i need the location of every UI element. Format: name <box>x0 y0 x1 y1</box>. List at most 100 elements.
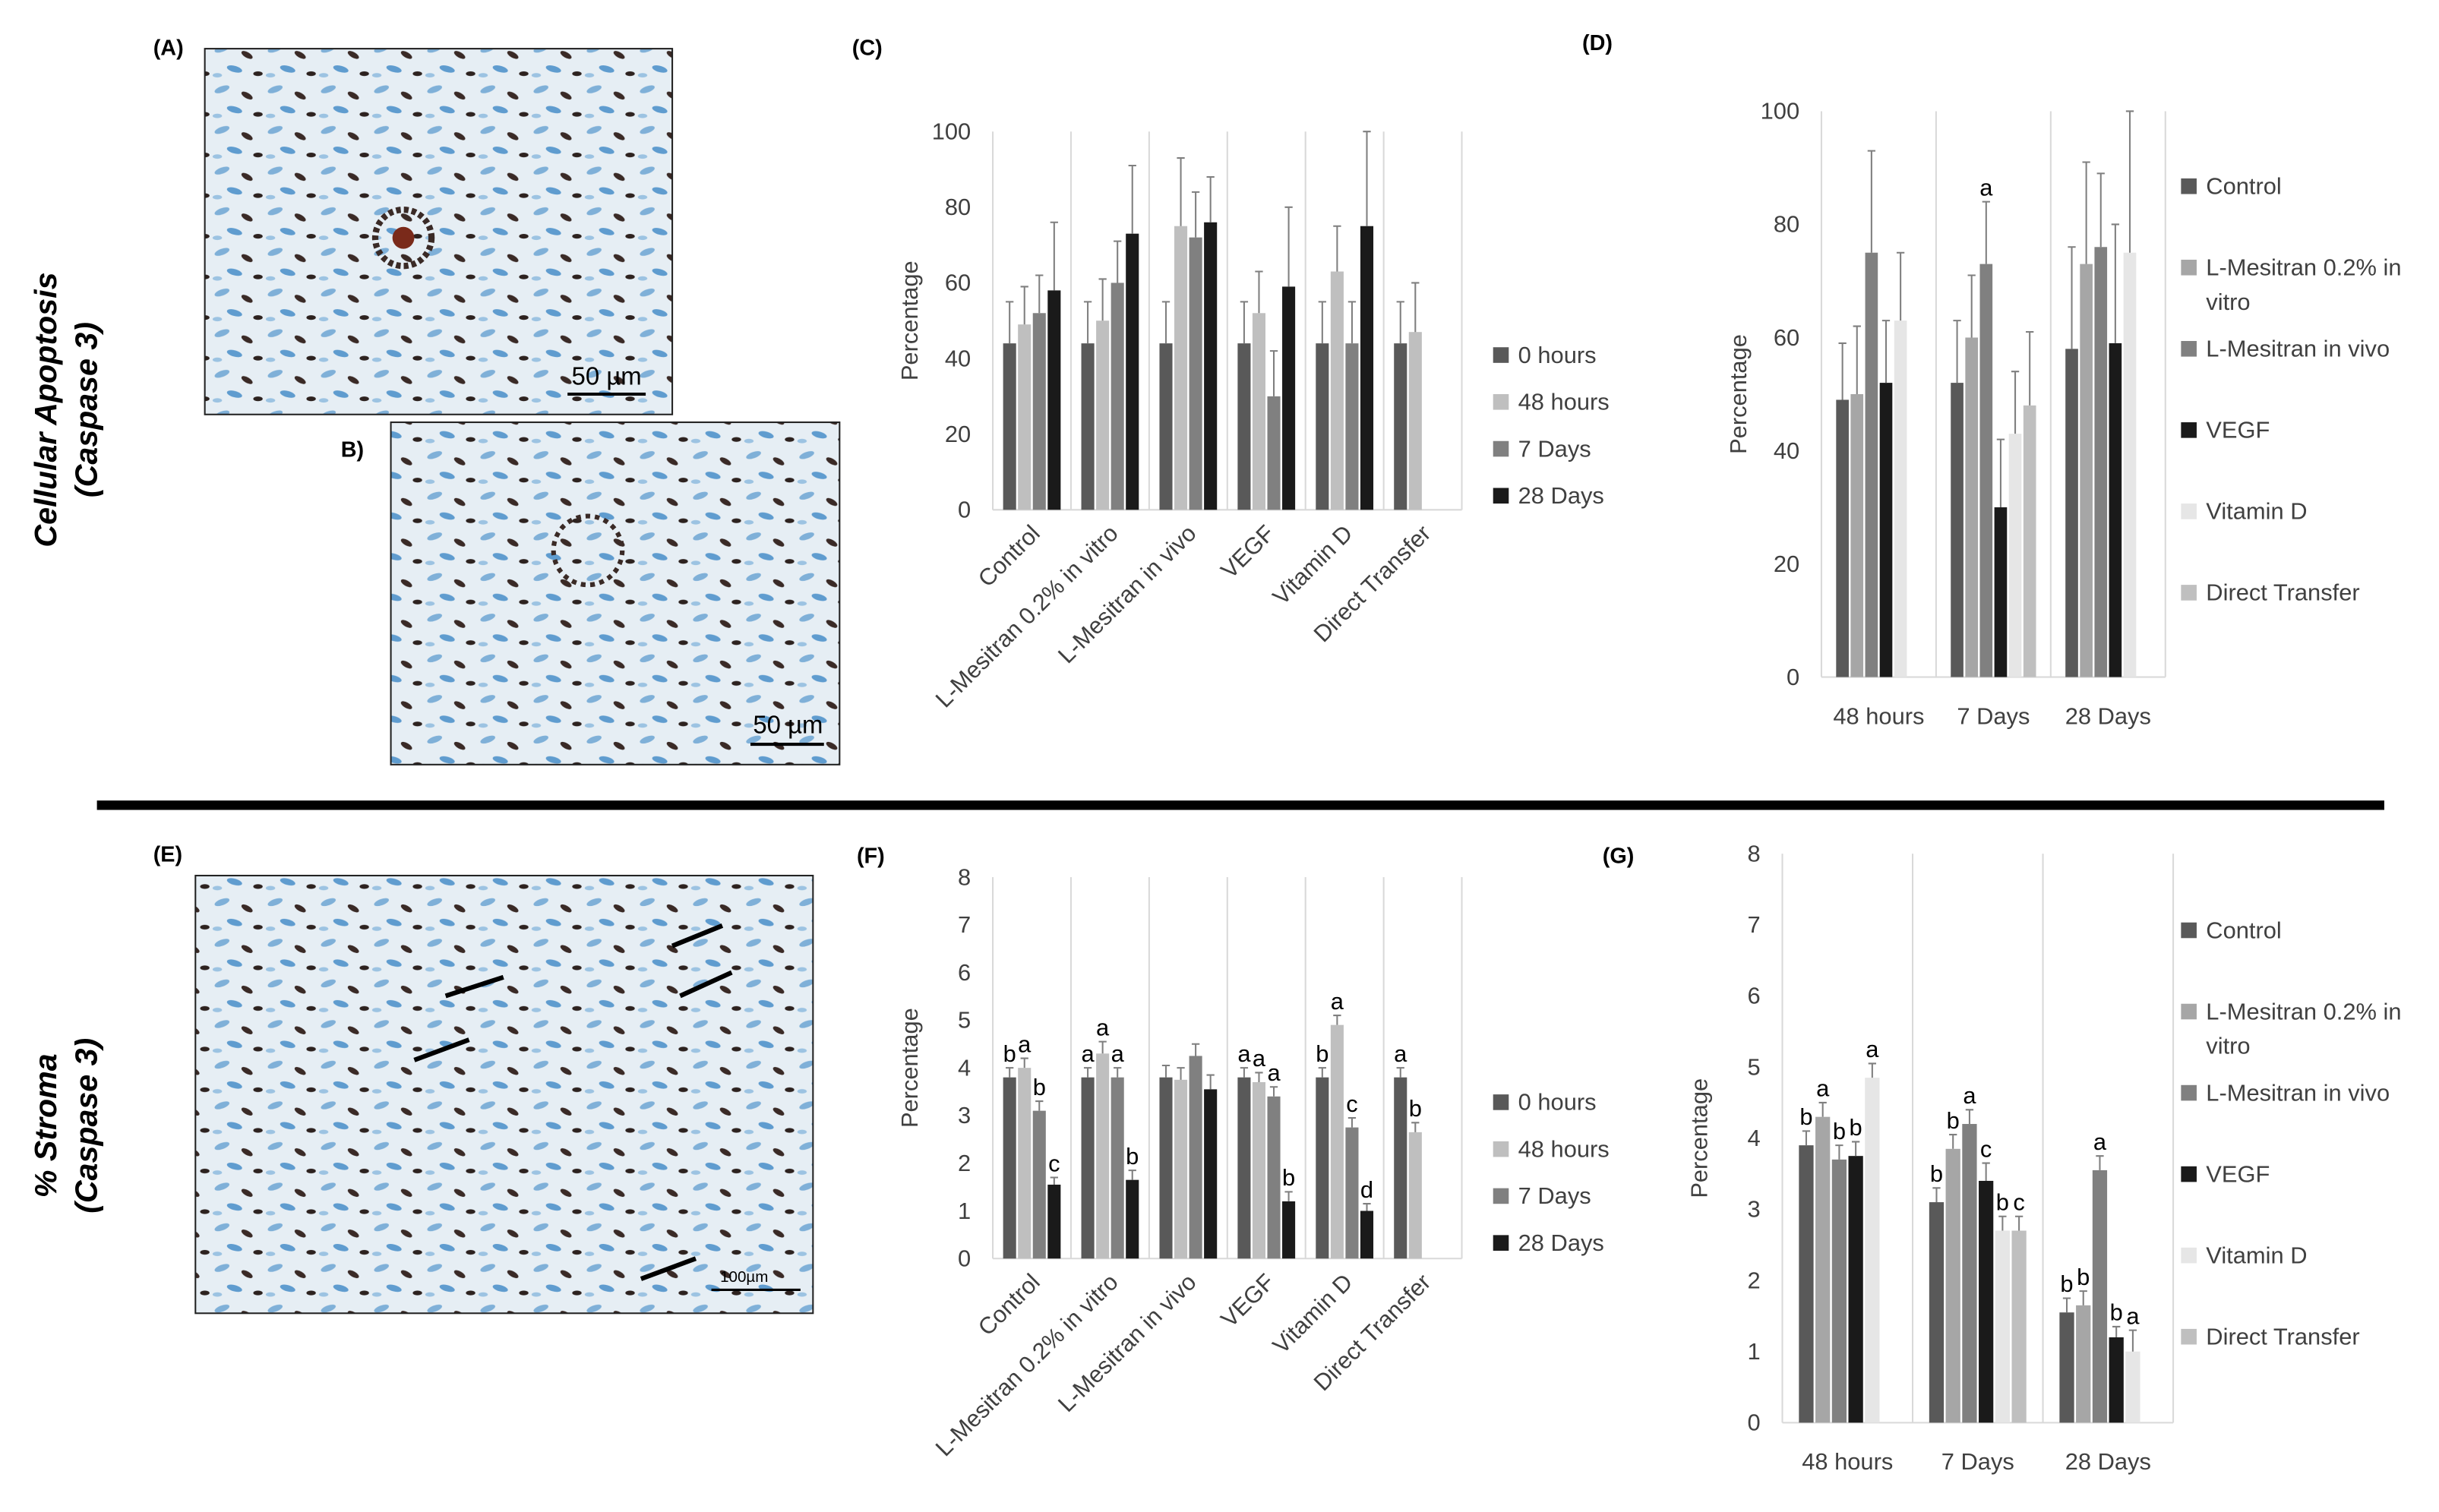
error-bar <box>1006 1067 1014 1078</box>
bar <box>1081 343 1095 510</box>
error-bar <box>2014 1215 2024 1231</box>
bar <box>1316 1077 1329 1259</box>
legend-label: Direct Transfer <box>2206 579 2359 606</box>
bar <box>2076 1305 2091 1423</box>
bar <box>2080 264 2093 677</box>
bar <box>1267 1096 1281 1259</box>
legend-swatch <box>2181 1084 2197 1101</box>
y-tick-label: 80 <box>945 194 971 220</box>
x-tick-label: 28 Days <box>2065 702 2151 729</box>
error-bar <box>1982 1162 1990 1181</box>
x-tick-label: VEGF <box>1215 519 1279 583</box>
legend-label: 48 hours <box>1518 1135 1610 1162</box>
y-tick-label: 0 <box>1787 664 1799 690</box>
bar <box>1032 313 1046 510</box>
x-tick-label: Control <box>973 1268 1045 1340</box>
y-tick-label: 1 <box>1748 1338 1761 1365</box>
bar <box>1003 1077 1016 1259</box>
panel-label: (D) <box>1582 31 1613 55</box>
significance-letter: a <box>1018 1031 1032 1057</box>
y-tick-label: 6 <box>1748 983 1761 1009</box>
error-bar <box>1818 1101 1827 1117</box>
panel-label: B) <box>341 437 364 462</box>
error-bar <box>1411 1122 1420 1132</box>
bar <box>1995 1230 2011 1423</box>
bar <box>1126 233 1139 510</box>
bar <box>2109 342 2122 677</box>
micrograph-b <box>390 421 841 765</box>
bar <box>1237 343 1251 510</box>
error-bar <box>1128 164 1136 234</box>
row-title: % Stroma <box>28 1053 63 1198</box>
panel-label: (A) <box>153 36 184 60</box>
bar <box>1865 1078 1880 1423</box>
scale-bar-label: 100µm <box>720 1268 768 1286</box>
panel-label: (G) <box>1603 844 1635 868</box>
legend-label: 0 hours <box>1518 342 1597 368</box>
bar <box>1282 286 1296 510</box>
y-tick-label: 100 <box>1761 98 1800 125</box>
significance-letter: a <box>1816 1075 1830 1102</box>
y-axis-label: Percentage <box>1686 1078 1713 1198</box>
error-bar <box>1835 1144 1843 1160</box>
error-bar <box>1206 175 1215 223</box>
significance-letter: a <box>2093 1128 2107 1155</box>
significance-letter: d <box>1360 1176 1373 1203</box>
error-bar <box>1050 221 1058 291</box>
legend-label: 7 Days <box>1518 1182 1591 1209</box>
significance-letter: b <box>2077 1264 2090 1290</box>
bar <box>1252 1081 1266 1259</box>
bar <box>1111 1077 1124 1259</box>
error-bar <box>1838 342 1847 400</box>
significance-letter: b <box>1126 1143 1139 1170</box>
significance-letter: b <box>1409 1095 1422 1122</box>
x-tick-label: L-Mesitran in vivo <box>1053 519 1202 668</box>
error-bar <box>1396 1067 1404 1078</box>
bar <box>2023 405 2036 677</box>
arrows <box>413 923 733 1281</box>
bar <box>1951 383 1964 677</box>
error-bar <box>1953 320 1961 384</box>
bar <box>1994 507 2008 677</box>
error-bar <box>1269 350 1278 396</box>
legend-label: Vitamin D <box>2206 498 2307 525</box>
bar <box>2109 1337 2124 1423</box>
error-bar <box>1206 1074 1215 1090</box>
bar <box>1929 1202 1945 1423</box>
significance-letter: c <box>1048 1150 1060 1176</box>
bar <box>2123 252 2137 677</box>
significance-letter: a <box>1267 1059 1281 1086</box>
legend-swatch <box>2181 341 2197 357</box>
bar <box>1345 343 1359 510</box>
y-tick-label: 20 <box>1774 551 1799 577</box>
bar <box>1394 343 1407 510</box>
y-tick-label: 20 <box>945 421 971 447</box>
error-bar <box>1020 286 1028 325</box>
bar <box>1032 1110 1046 1259</box>
error-bar <box>1949 1134 1957 1149</box>
legend-label: 28 Days <box>1518 482 1604 509</box>
bar <box>1174 226 1188 510</box>
legend-swatch <box>2181 178 2197 194</box>
y-tick-label: 100 <box>932 118 971 144</box>
error-bar <box>1996 438 2005 508</box>
bar <box>1894 320 1907 677</box>
row-title: Cellular Apoptosis <box>28 273 63 548</box>
error-bar <box>1098 278 1107 321</box>
legend-swatch <box>1493 1235 1509 1251</box>
y-tick-label: 2 <box>1748 1267 1761 1293</box>
legend-swatch <box>2181 259 2197 276</box>
legend-swatch <box>2181 422 2197 438</box>
bar <box>1204 222 1218 510</box>
legend-label: 7 Days <box>1518 435 1591 462</box>
error-bar <box>1114 1067 1122 1078</box>
error-bar <box>1868 1062 1876 1078</box>
bar <box>1394 1077 1407 1259</box>
legend-swatch <box>1493 1094 1509 1110</box>
panel-label: (C) <box>852 36 883 60</box>
legend-swatch <box>2181 1247 2197 1264</box>
y-tick-label: 60 <box>945 270 971 296</box>
legend-swatch <box>2181 585 2197 601</box>
bar <box>1159 343 1173 510</box>
